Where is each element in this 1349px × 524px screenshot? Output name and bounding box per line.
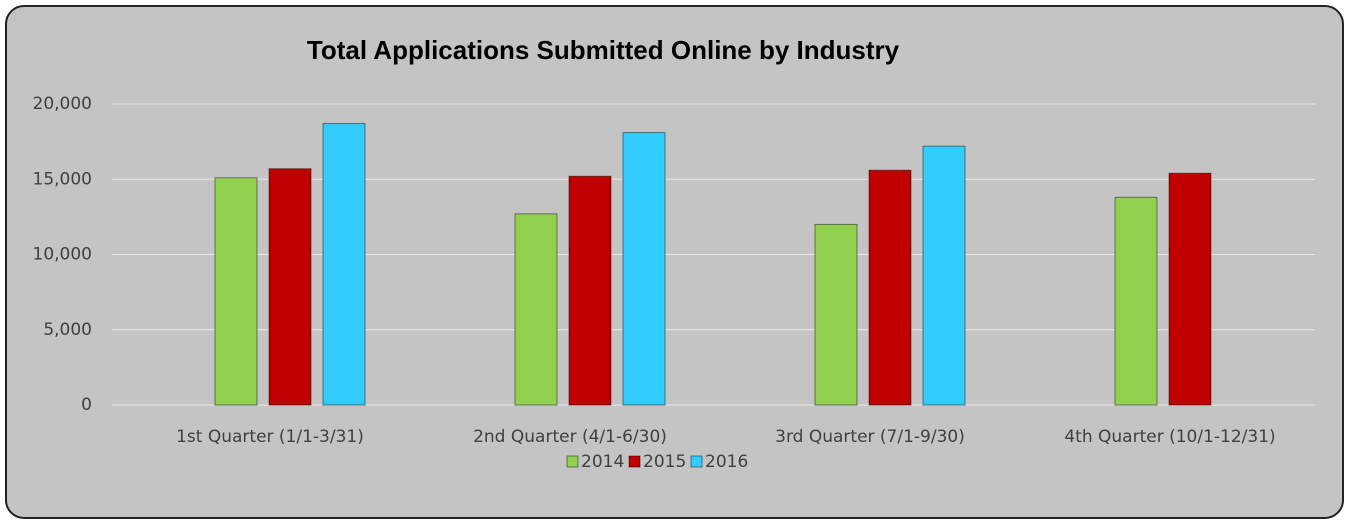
legend-swatch: [566, 455, 579, 468]
y-tick-label: 10,000: [33, 245, 92, 265]
x-tick-label: 3rd Quarter (7/1-9/30): [775, 427, 965, 447]
bar: [814, 223, 858, 406]
x-tick-label: 1st Quarter (1/1-3/31): [176, 427, 364, 447]
bar: [568, 175, 612, 406]
x-tick-label: 4th Quarter (10/1-12/31): [1064, 427, 1275, 447]
legend-swatch: [690, 455, 703, 468]
bar: [1168, 172, 1212, 406]
bar: [922, 145, 966, 406]
y-tick-label: 5,000: [43, 320, 92, 340]
legend-label: 2015: [643, 452, 686, 472]
bar: [1114, 196, 1158, 406]
legend-label: 2014: [581, 452, 624, 472]
bar: [868, 169, 912, 406]
y-tick-label: 0: [81, 395, 92, 415]
y-tick-label: 20,000: [33, 94, 92, 114]
legend-label: 2016: [705, 452, 748, 472]
bar: [268, 168, 312, 406]
bar: [322, 123, 366, 406]
chart-title: Total Applications Submitted Online by I…: [307, 35, 900, 65]
bar: [514, 213, 558, 406]
x-tick-label: 2nd Quarter (4/1-6/30): [473, 427, 667, 447]
legend-swatch: [628, 455, 641, 468]
bar: [622, 132, 666, 406]
y-tick-label: 15,000: [33, 169, 92, 189]
bar: [214, 177, 258, 406]
